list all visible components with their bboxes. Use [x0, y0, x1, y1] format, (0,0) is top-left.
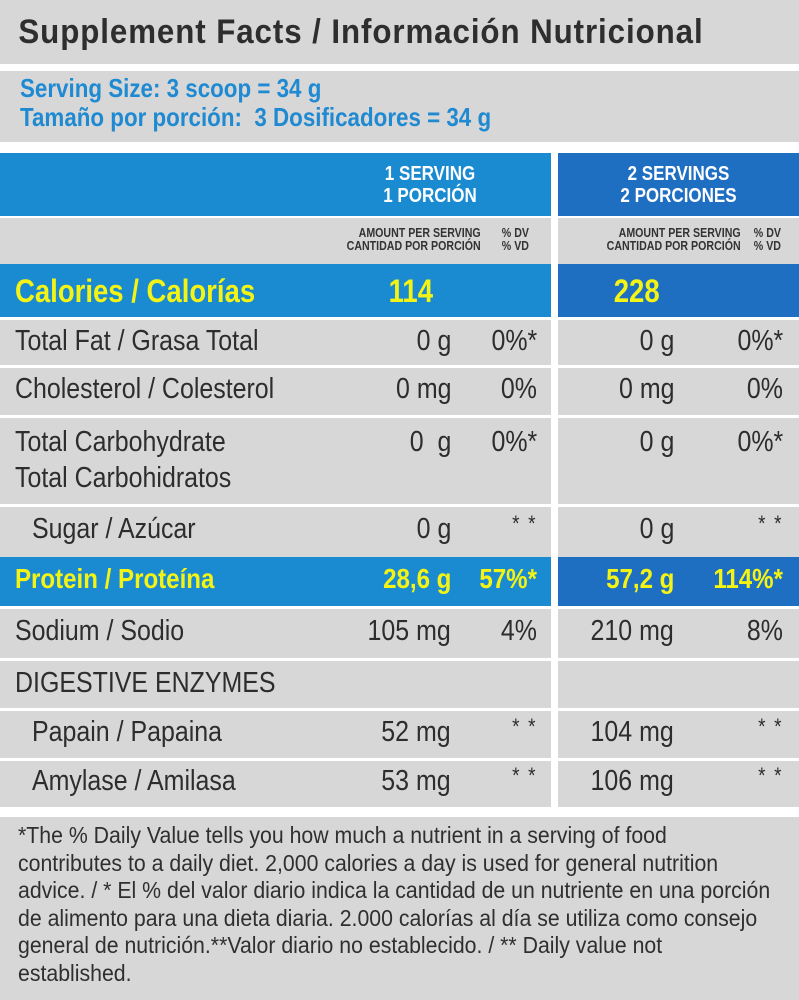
- amount-one: 53 mg: [381, 765, 451, 797]
- serving-size-es: Tamaño por porción: 3 Dosificadores = 34…: [20, 102, 492, 132]
- divider: [0, 504, 799, 507]
- divider: [0, 658, 799, 661]
- dv-one: 4%: [500, 615, 537, 647]
- footnote-line: contributes to a daily diet. 2,000 calor…: [18, 849, 719, 876]
- protein-dv-two: 114%*: [713, 563, 783, 594]
- amount-label: AMOUNT PER SERVING: [358, 226, 481, 240]
- divider: [0, 708, 799, 711]
- dv-two: * *: [757, 763, 783, 788]
- footnote-line: *The % Daily Value tells you how much a …: [18, 822, 667, 848]
- amount-two: 0 g: [639, 325, 674, 357]
- amount-one: 0 g: [409, 426, 451, 458]
- calories-row: Calories / Calorías 114 228: [0, 264, 799, 317]
- divider: [0, 758, 799, 761]
- column-divider: [551, 153, 558, 807]
- protein-dv-one: 57%*: [479, 563, 537, 594]
- amount-two: 0 g: [639, 513, 674, 545]
- serving-size-en: Serving Size: 3 scoop = 34 g: [20, 73, 322, 103]
- enzyme-label: Papain / Papaina: [32, 716, 222, 748]
- nutrient-label: Cholesterol / Colesterol: [15, 373, 275, 405]
- protein-row: Protein / Proteína 28,6 g 57%* 57,2 g 11…: [0, 557, 799, 606]
- divider: [0, 807, 799, 817]
- amount-two: 0 mg: [618, 373, 674, 405]
- dv-two: 0%*: [737, 426, 783, 458]
- column-header-line: 1 PORCIÓN: [383, 184, 477, 207]
- dv-one: 0%: [500, 373, 537, 405]
- protein-amount-one: 28,6 g: [382, 563, 451, 594]
- amount-two: 106 mg: [590, 765, 674, 797]
- amount-label: CANTIDAD POR PORCIÓN: [606, 239, 741, 253]
- enzyme-label: Amylase / Amilasa: [32, 765, 236, 797]
- calories-label: Calories / Calorías: [15, 273, 256, 309]
- footnote-line: advice. / * El % del valor diario indica…: [18, 877, 771, 903]
- dv-label: % VD: [501, 239, 529, 253]
- column-header-1-serving: 1 SERVING 1 PORCIÓN: [0, 153, 551, 216]
- amount-label: CANTIDAD POR PORCIÓN: [346, 239, 481, 253]
- enzyme-row-papain: Papain / Papaina 52 mg * * 104 mg * *: [0, 711, 799, 758]
- enzymes-heading: DIGESTIVE ENZYMES: [15, 667, 276, 699]
- nutrient-row-total-fat: Total Fat / Grasa Total 0 g 0%* 0 g 0%*: [0, 320, 799, 365]
- dv-one: * *: [511, 511, 537, 536]
- enzyme-row-amylase: Amylase / Amilasa 53 mg * * 106 mg * *: [0, 761, 799, 807]
- nutrient-row-sodium: Sodium / Sodio 105 mg 4% 210 mg 8%: [0, 609, 799, 658]
- page-title: Supplement Facts / Información Nutricion…: [18, 12, 704, 51]
- calories-two: 228: [613, 273, 660, 309]
- nutrient-label: Sugar / Azúcar: [32, 513, 196, 545]
- dv-two: * *: [757, 511, 783, 536]
- footnote-line: general de nutrición.**Valor diario no e…: [18, 932, 663, 958]
- column-header-line: 2 PORCIONES: [620, 184, 737, 207]
- dv-one: * *: [511, 763, 537, 788]
- footnote-line: de alimento para una dieta diaria. 2.000…: [18, 904, 758, 931]
- column-header-line: 1 SERVING: [384, 162, 476, 185]
- amount-two: 0 g: [639, 426, 674, 458]
- dv-one: 0%*: [491, 325, 537, 357]
- serving-info: Serving Size: 3 scoop = 34 g Tamaño por …: [20, 74, 491, 132]
- amount-label: AMOUNT PER SERVING: [618, 226, 741, 240]
- divider: [0, 142, 799, 153]
- enzymes-heading-row: DIGESTIVE ENZYMES: [0, 661, 799, 708]
- calories-one: 114: [388, 273, 434, 309]
- divider: [0, 64, 799, 71]
- dv-two: * *: [757, 714, 783, 739]
- dv-label: % DV: [753, 226, 781, 240]
- dv-one: 0%*: [491, 426, 537, 458]
- nutrient-row-carbohydrate: Total Carbohydrate Total Carbohidratos 0…: [0, 418, 799, 504]
- divider: [0, 415, 799, 418]
- divider: [0, 606, 799, 609]
- divider: [0, 365, 799, 368]
- subheader-1: AMOUNT PER SERVING CANTIDAD POR PORCIÓN …: [0, 218, 551, 262]
- dv-two: 8%: [746, 615, 783, 647]
- amount-two: 210 mg: [590, 615, 674, 647]
- protein-label: Protein / Proteína: [15, 563, 215, 594]
- column-header-2-servings: 2 SERVINGS 2 PORCIONES: [558, 153, 799, 216]
- divider: [0, 317, 799, 320]
- dv-two: 0%*: [737, 325, 783, 357]
- amount-one: 52 mg: [381, 716, 451, 748]
- nutrient-label: Sodium / Sodio: [15, 615, 185, 647]
- footnote-line: established.: [18, 959, 132, 986]
- nutrient-row-cholesterol: Cholesterol / Colesterol 0 mg 0% 0 mg 0%: [0, 368, 799, 415]
- amount-one: 0 g: [416, 513, 451, 545]
- amount-one: 0 g: [416, 325, 451, 357]
- dv-two: 0%: [746, 373, 783, 405]
- amount-one: 105 mg: [367, 615, 451, 647]
- nutrient-label: Total Fat / Grasa Total: [15, 325, 259, 357]
- nutrient-label: Total Carbohydrate: [15, 426, 226, 458]
- amount-one: 0 mg: [395, 373, 451, 405]
- dv-one: * *: [511, 714, 537, 739]
- protein-amount-two: 57,2 g: [605, 563, 674, 594]
- dv-label: % VD: [753, 239, 781, 253]
- amount-two: 104 mg: [590, 716, 674, 748]
- footnote: *The % Daily Value tells you how much a …: [18, 822, 786, 987]
- column-header-line: 2 SERVINGS: [627, 162, 730, 185]
- subheader-2: AMOUNT PER SERVING CANTIDAD POR PORCIÓN …: [558, 218, 799, 262]
- nutrient-row-sugar: Sugar / Azúcar 0 g * * 0 g * *: [0, 507, 799, 555]
- divider: [0, 216, 799, 218]
- nutrient-label-es: Total Carbohidratos: [15, 462, 232, 494]
- dv-label: % DV: [501, 226, 529, 240]
